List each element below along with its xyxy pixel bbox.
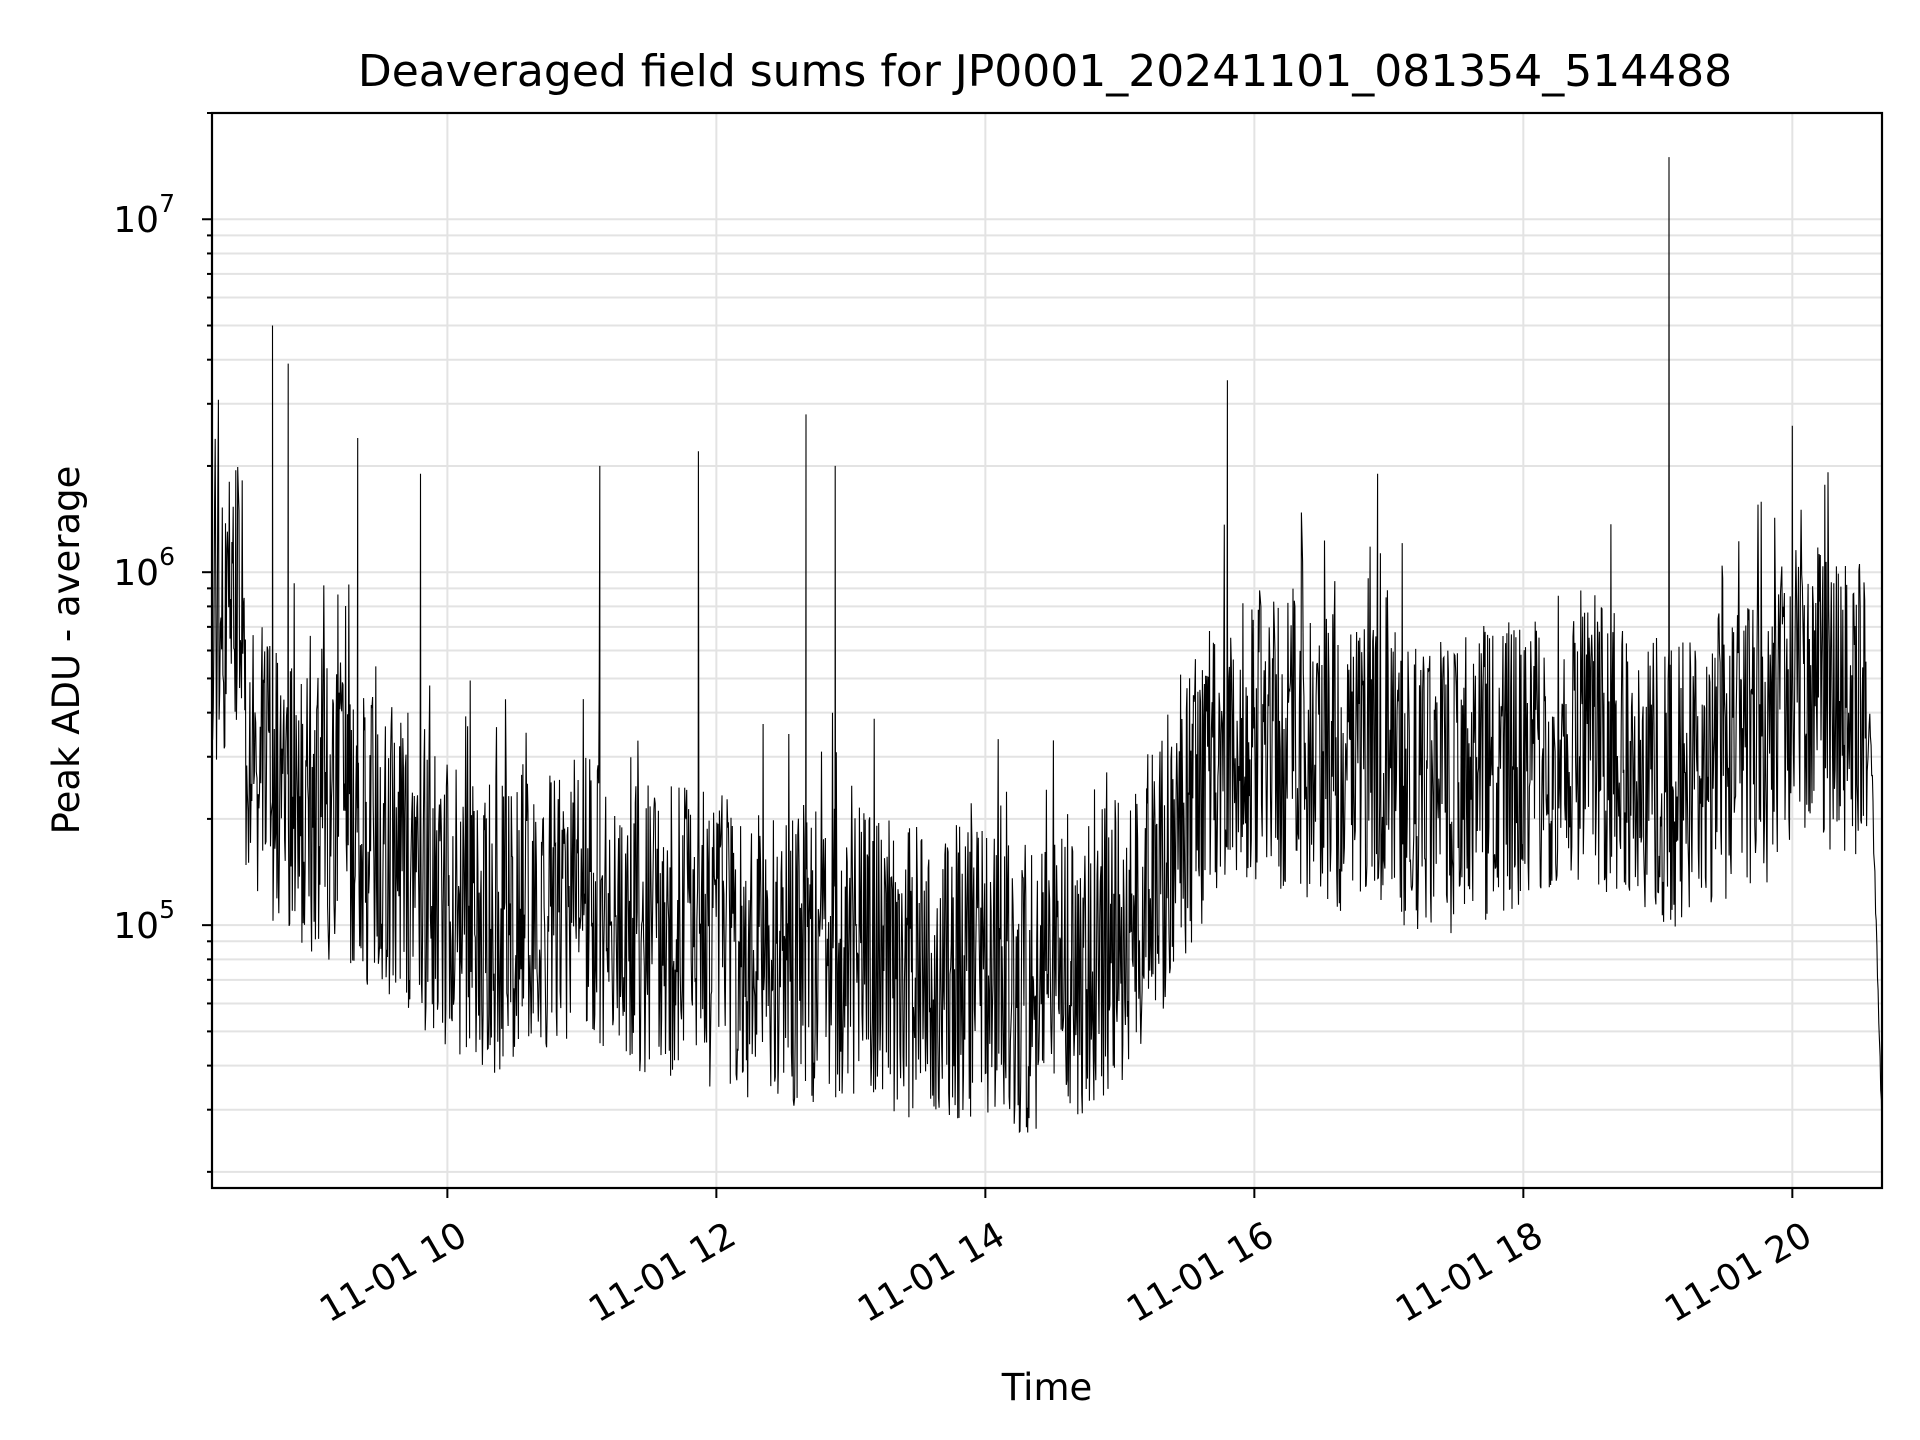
y-tick-label: 107 [113, 189, 175, 241]
x-tick-label: 11-01 14 [851, 1215, 1012, 1331]
y-tick-exponent: 5 [159, 895, 175, 924]
y-tick-label: 105 [113, 895, 175, 947]
x-tick-label: 11-01 10 [313, 1215, 474, 1331]
y-tick-exponent: 6 [159, 542, 175, 571]
series-line [211, 157, 1883, 1146]
x-axis-label: Time [1001, 1366, 1093, 1409]
y-tick-base: 10 [113, 906, 159, 947]
y-tick-base: 10 [113, 200, 159, 241]
y-tick-label: 106 [113, 542, 175, 594]
x-tick-label: 11-01 20 [1658, 1215, 1819, 1331]
x-tick-label: 11-01 18 [1389, 1215, 1550, 1331]
x-tick-label: 11-01 12 [582, 1215, 743, 1331]
y-tick-base: 10 [113, 553, 159, 594]
x-tick-label: 11-01 16 [1120, 1215, 1281, 1331]
grid [212, 112, 1882, 1188]
chart-title: Deaveraged field sums for JP0001_2024110… [358, 46, 1732, 97]
y-axis-label: Peak ADU - average [45, 466, 88, 835]
y-tick-exponent: 7 [159, 189, 175, 218]
series-group [211, 157, 1883, 1146]
